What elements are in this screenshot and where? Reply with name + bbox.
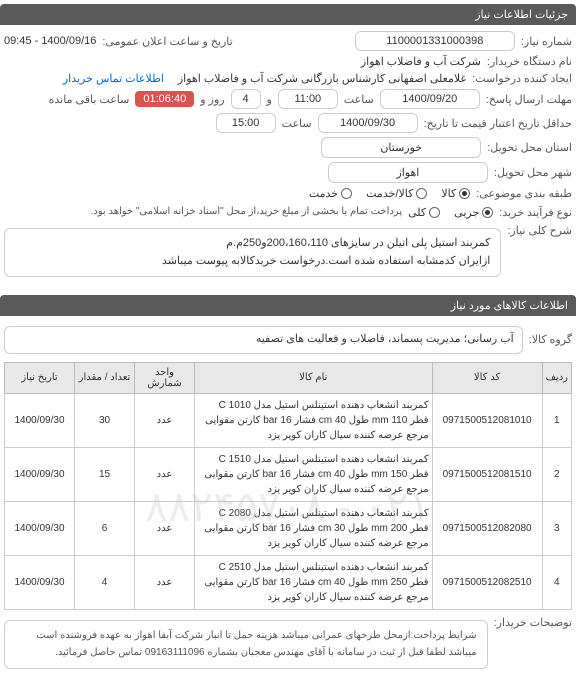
radio-partial-icon xyxy=(482,207,493,218)
radio-goods-service-icon xyxy=(416,188,427,199)
time-label-1: ساعت xyxy=(344,93,374,106)
footer-label: توضیحات خریدار: xyxy=(494,616,572,629)
cell-date: 1400/09/30 xyxy=(5,447,75,501)
cell-unit: عدد xyxy=(135,555,195,609)
footer-box: شرایط پرداخت:ازمحل طرحهای عمرانی میباشد … xyxy=(4,620,488,669)
org-value: شرکت آب و فاضلاب اهواز xyxy=(361,55,481,68)
table-header-row: ردیف کد کالا نام کالا واحد شمارش تعداد /… xyxy=(5,362,572,393)
time-label-2: ساعت xyxy=(282,117,312,130)
city-value: اهواز xyxy=(328,162,488,183)
validity-time: 15:00 xyxy=(216,113,276,133)
radio-goods-label: کالا xyxy=(441,187,456,200)
cell-idx: 1 xyxy=(542,393,571,447)
desc-label: شرح کلی نیاز: xyxy=(507,224,572,237)
validity-date: 1400/09/30 xyxy=(318,113,418,133)
radio-service-icon xyxy=(341,188,352,199)
province-value: خوزستان xyxy=(321,137,481,158)
announce-label: تاریخ و ساعت اعلان عمومی: xyxy=(102,35,232,48)
section-header-details: جزئیات اطلاعات نیاز xyxy=(0,4,576,25)
items-table: ردیف کد کالا نام کالا واحد شمارش تعداد /… xyxy=(4,362,572,610)
table-row: 20971500512081510کمربند انشعاب دهنده است… xyxy=(5,447,572,501)
radio-full[interactable]: کلی xyxy=(408,206,440,219)
radio-partial[interactable]: جزیی xyxy=(454,206,493,219)
section-header-items: اطلاعات کالاهای مورد نیاز xyxy=(0,295,576,316)
cell-name: کمربند انشعاب دهنده استینلس استیل مدل C … xyxy=(195,393,433,447)
cell-qty: 30 xyxy=(75,393,135,447)
group-box: آب رسانی؛ مدیریت پسماند، فاضلاب و فعالیت… xyxy=(4,326,523,354)
radio-goods-service-label: کالا/خدمت xyxy=(366,187,413,200)
form-area: شماره نیاز: 1100001331000398 تاریخ و ساع… xyxy=(0,25,576,291)
cell-code: 0971500512082510 xyxy=(432,555,542,609)
cell-name: کمربند انشعاب دهنده استینلس استیل مدل C … xyxy=(195,555,433,609)
desc-box: کمربند استیل پلی اتیلن در سایزهای 200،16… xyxy=(4,228,501,277)
cell-code: 0971500512081510 xyxy=(432,447,542,501)
announce-value: 1400/09/16 - 09:45 xyxy=(4,35,96,47)
th-row: ردیف xyxy=(542,362,571,393)
category-label: طبقه بندی موضوعی: xyxy=(476,187,572,200)
cell-idx: 4 xyxy=(542,555,571,609)
and-label: و xyxy=(267,93,272,106)
contact-link[interactable]: اطلاعات تماس خریدار xyxy=(63,72,164,85)
days-label: روز و xyxy=(200,93,224,106)
radio-service-label: خدمت xyxy=(309,187,338,200)
province-label: استان محل تحویل: xyxy=(487,141,572,154)
table-row: 10971500512081010کمربند انشعاب دهنده است… xyxy=(5,393,572,447)
radio-full-label: کلی xyxy=(408,206,426,219)
days-value: 4 xyxy=(231,89,261,109)
validity-label: حداقل تاریخ اعتبار قیمت تا تاریخ: xyxy=(424,117,572,130)
deadline-time: 11:00 xyxy=(278,89,338,109)
remain-label: ساعت باقی مانده xyxy=(49,93,130,106)
cell-date: 1400/09/30 xyxy=(5,393,75,447)
cell-code: 0971500512082080 xyxy=(432,501,542,555)
th-unit: واحد شمارش xyxy=(135,362,195,393)
deadline-date: 1400/09/20 xyxy=(380,89,480,109)
radio-goods-service[interactable]: کالا/خدمت xyxy=(366,187,427,200)
need-no-label: شماره نیاز: xyxy=(521,35,572,48)
group-value: آب رسانی؛ مدیریت پسماند، فاضلاب و فعالیت… xyxy=(256,333,514,345)
cell-qty: 15 xyxy=(75,447,135,501)
org-label: نام دستگاه خریدار: xyxy=(487,55,572,68)
cell-unit: عدد xyxy=(135,393,195,447)
group-label: گروه کالا: xyxy=(529,333,572,346)
buy-note: پرداخت تمام یا بخشی از مبلغ خرید،از محل … xyxy=(91,204,403,220)
buy-type-radio-group: جزیی کلی xyxy=(408,206,493,219)
th-name: نام کالا xyxy=(195,362,433,393)
cell-unit: عدد xyxy=(135,501,195,555)
section-title: جزئیات اطلاعات نیاز xyxy=(475,9,568,21)
cell-idx: 3 xyxy=(542,501,571,555)
cell-idx: 2 xyxy=(542,447,571,501)
cell-name: کمربند انشعاب دهنده استینلس استیل مدل C … xyxy=(195,447,433,501)
th-date: تاریخ نیاز xyxy=(5,362,75,393)
cell-qty: 4 xyxy=(75,555,135,609)
need-no-value: 1100001331000398 xyxy=(355,31,515,51)
footer-text: شرایط پرداخت:ازمحل طرحهای عمرانی میباشد … xyxy=(36,630,476,659)
table-row: 30971500512082080کمربند انشعاب دهنده است… xyxy=(5,501,572,555)
th-qty: تعداد / مقدار xyxy=(75,362,135,393)
th-code: کد کالا xyxy=(432,362,542,393)
cell-qty: 6 xyxy=(75,501,135,555)
radio-goods-icon xyxy=(459,188,470,199)
deadline-label: مهلت ارسال پاسخ: xyxy=(486,93,572,106)
creator-value: غلامعلی اصفهانی کارشناس بازرگانی شرکت آب… xyxy=(178,72,466,85)
cell-unit: عدد xyxy=(135,447,195,501)
cell-name: کمربند انشعاب دهنده استینلس استیل مدل C … xyxy=(195,501,433,555)
radio-goods[interactable]: کالا xyxy=(441,187,470,200)
cell-code: 0971500512081010 xyxy=(432,393,542,447)
creator-label: ایجاد کننده درخواست: xyxy=(472,72,572,85)
section-items-title: اطلاعات کالاهای مورد نیاز xyxy=(451,300,568,312)
radio-partial-label: جزیی xyxy=(454,206,479,219)
category-radio-group: کالا کالا/خدمت خدمت xyxy=(309,187,470,200)
city-label: شهر محل تحویل: xyxy=(494,166,572,179)
countdown: 01:06:40 xyxy=(135,91,194,107)
cell-date: 1400/09/30 xyxy=(5,501,75,555)
cell-date: 1400/09/30 xyxy=(5,555,75,609)
table-row: 40971500512082510کمربند انشعاب دهنده است… xyxy=(5,555,572,609)
radio-service[interactable]: خدمت xyxy=(309,187,352,200)
buy-type-label: نوع فرآیند خرید: xyxy=(499,206,572,219)
radio-full-icon xyxy=(429,207,440,218)
desc-text: کمربند استیل پلی اتیلن در سایزهای 200،16… xyxy=(162,237,490,267)
